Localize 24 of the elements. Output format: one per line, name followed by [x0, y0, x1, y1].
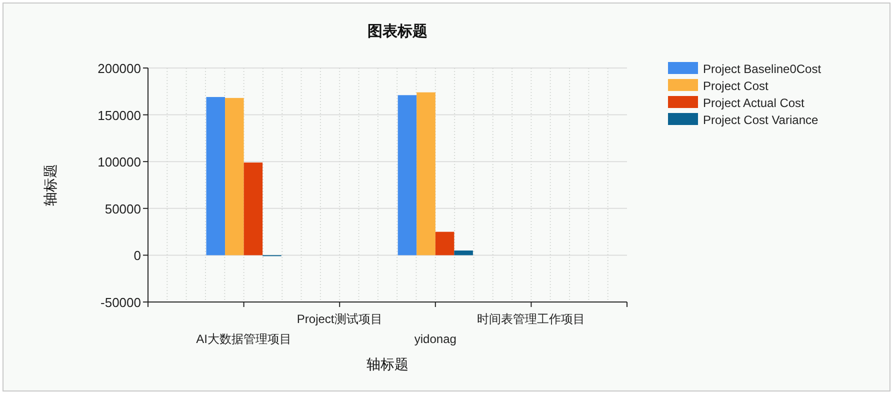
y-axis-title: 轴标题: [42, 164, 58, 206]
bar: [225, 98, 244, 256]
chart-title: 图表标题: [368, 23, 428, 40]
bar: [454, 250, 473, 256]
y-tick-label: 200000: [98, 61, 141, 76]
bar: [416, 92, 436, 256]
y-tick-label: -50000: [100, 295, 141, 310]
x-axis-title: 轴标题: [366, 356, 408, 372]
legend-label: Project Cost Variance: [703, 113, 818, 127]
x-tick-label: Project测试项目: [296, 312, 382, 326]
x-tick-label: yidonag: [414, 332, 456, 346]
x-tick-label: 时间表管理工作项目: [477, 312, 586, 326]
legend-label: Project Actual Cost: [703, 96, 806, 110]
y-tick-label: 100000: [98, 154, 141, 170]
bar: [244, 162, 263, 256]
y-tick-label: 0: [134, 248, 141, 264]
legend-label: Project Baseline0Cost: [703, 62, 822, 76]
bar: [435, 232, 454, 256]
y-tick-label: 50000: [104, 201, 141, 216]
bar: [206, 97, 226, 256]
x-tick-label: AI大数据管理项目: [196, 332, 292, 346]
bar: [398, 95, 417, 256]
legend-label: Project Cost: [703, 79, 770, 93]
y-tick-label: 150000: [98, 108, 141, 123]
